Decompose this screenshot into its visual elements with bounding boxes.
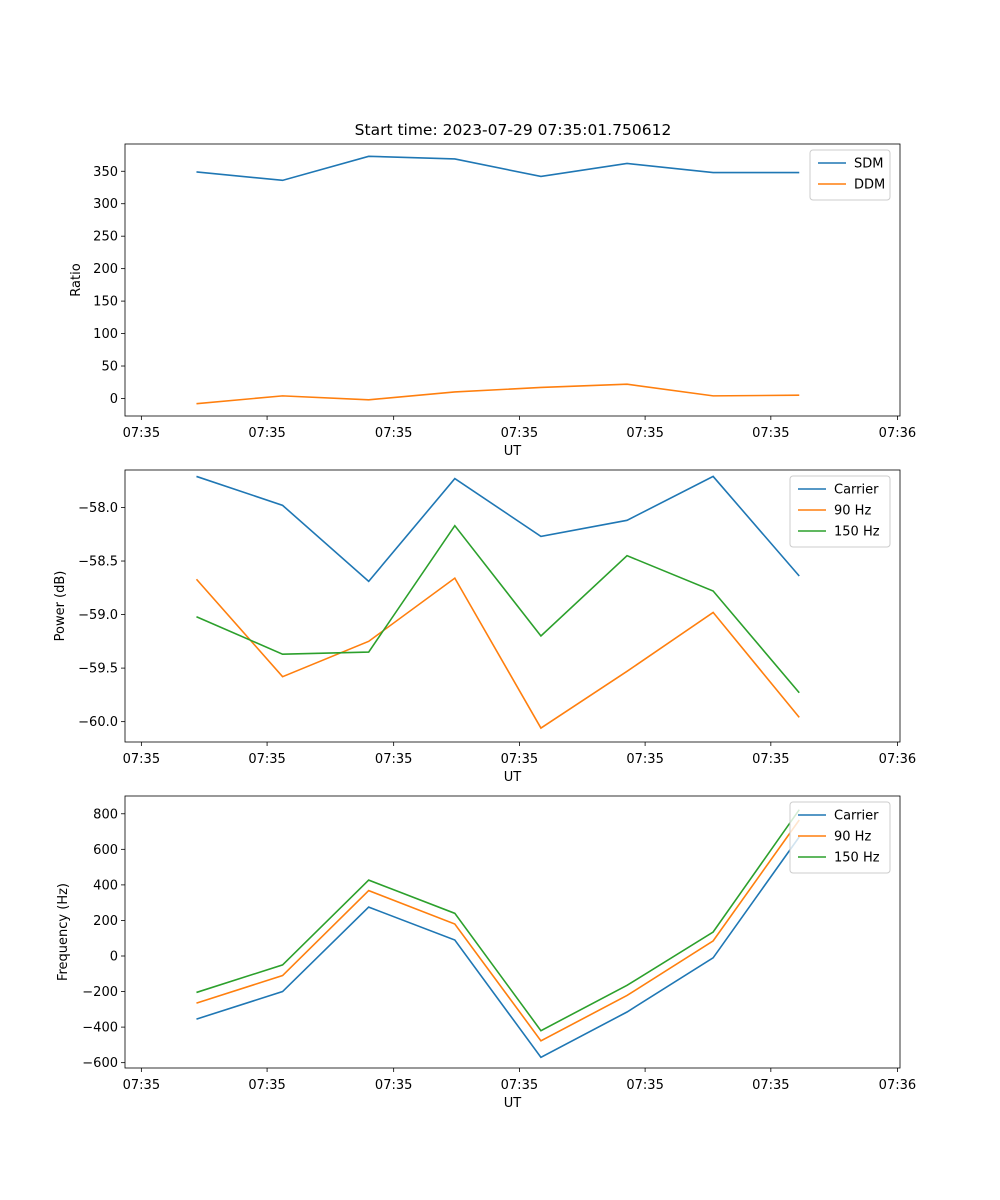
legend-entry: SDM (854, 157, 883, 172)
y-tick-label: −59.5 (78, 662, 118, 677)
x-tick-label: 07:35 (752, 426, 789, 441)
series-line-150-hz (196, 809, 800, 1032)
y-tick-label: 250 (93, 230, 118, 245)
x-axis-label: UT (504, 444, 522, 459)
y-axis-label: Frequency (Hz) (56, 883, 71, 981)
y-tick-label: 800 (93, 807, 118, 822)
y-axis-label: Ratio (69, 263, 84, 296)
series-line-carrier (196, 836, 800, 1059)
x-tick-label: 07:35 (375, 426, 412, 441)
x-tick-label: 07:35 (626, 752, 663, 767)
x-tick-label: 07:35 (501, 752, 538, 767)
x-tick-label: 07:36 (879, 752, 916, 767)
legend-entry: 150 Hz (834, 851, 880, 866)
legend-entry: 150 Hz (834, 525, 880, 540)
series-line-90-hz (195, 576, 800, 730)
x-tick-label: 07:35 (752, 752, 789, 767)
x-tick-label: 07:35 (248, 1078, 285, 1093)
x-tick-label: 07:36 (879, 426, 916, 441)
y-tick-label: 600 (93, 843, 118, 858)
legend-entry: 90 Hz (834, 830, 871, 845)
x-tick-label: 07:35 (626, 426, 663, 441)
panel-1: 0 50 100 150 200 250 300 350 07:35 07:35 07:35 07:3… (69, 143, 916, 459)
legend-entry: Carrier (834, 809, 879, 824)
legend-box (789, 475, 891, 548)
x-tick-label: 07:35 (501, 426, 538, 441)
axes-frame (124, 143, 901, 417)
series-line-carrier (196, 475, 800, 583)
y-tick-label: 150 (93, 295, 118, 310)
series-line-90-hz (196, 819, 800, 1042)
y-tick-label: 50 (101, 360, 118, 375)
plot-area (125, 144, 900, 416)
series-line-150-hz (196, 524, 800, 694)
plot-area (125, 796, 900, 1068)
x-tick-label: 07:35 (626, 1078, 663, 1093)
y-tick-label: 0 (110, 392, 118, 407)
y-tick-label: −600 (82, 1056, 118, 1071)
y-tick-label: −200 (82, 985, 118, 1000)
x-tick-label: 07:35 (375, 1078, 412, 1093)
y-tick-label: 350 (93, 165, 118, 180)
x-axis-label: UT (504, 1096, 522, 1111)
y-tick-label: 100 (93, 327, 118, 342)
series-line-sdm (196, 155, 800, 182)
x-tick-label: 07:35 (123, 752, 160, 767)
legend-entry: DDM (854, 178, 885, 193)
x-tick-label: 07:35 (123, 426, 160, 441)
panel-2: −60.0 −59.5 −59.0 −58.5 −58.0 07:35 07:35 07:35… (53, 469, 916, 785)
x-tick-label: 07:35 (248, 426, 285, 441)
y-tick-label: −60.0 (78, 715, 118, 730)
axes-frame (124, 795, 901, 1069)
y-tick-label: −400 (82, 1021, 118, 1036)
legend-entry: 90 Hz (834, 504, 871, 519)
x-tick-label: 07:35 (752, 1078, 789, 1093)
plot-area (125, 470, 900, 742)
y-tick-label: −58.0 (78, 501, 118, 516)
x-axis-label: UT (504, 770, 522, 785)
x-tick-label: 07:35 (123, 1078, 160, 1093)
x-tick-label: 07:35 (248, 752, 285, 767)
x-tick-label: 07:35 (501, 1078, 538, 1093)
series-line-ddm (196, 383, 800, 405)
y-tick-label: 200 (93, 914, 118, 929)
legend: Carrier 90 Hz 150 Hz (789, 801, 891, 874)
legend: Carrier 90 Hz 150 Hz (789, 475, 891, 548)
figure-title: Start time: 2023-07-29 07:35:01.750612 (355, 121, 672, 139)
x-tick-label: 07:36 (879, 1078, 916, 1093)
y-axis-label: Power (dB) (53, 571, 68, 642)
y-tick-label: −58.5 (78, 555, 118, 570)
panel-3: −600 −400 −200 0 200 400 600 800 07:35 07:35 07:35… (56, 795, 916, 1111)
y-tick-label: 300 (93, 197, 118, 212)
legend: SDM DDM (809, 149, 891, 201)
y-tick-label: −59.0 (78, 608, 118, 623)
legend-box (789, 801, 891, 874)
y-tick-label: 200 (93, 262, 118, 277)
x-tick-label: 07:35 (375, 752, 412, 767)
y-tick-label: 400 (93, 878, 118, 893)
chart-panels: 0 50 100 150 200 250 300 350 07:35 07:35 07:35 07:3… (53, 143, 916, 1111)
legend-entry: Carrier (834, 483, 879, 498)
y-tick-label: 0 (110, 950, 118, 965)
axes-frame (124, 469, 901, 743)
